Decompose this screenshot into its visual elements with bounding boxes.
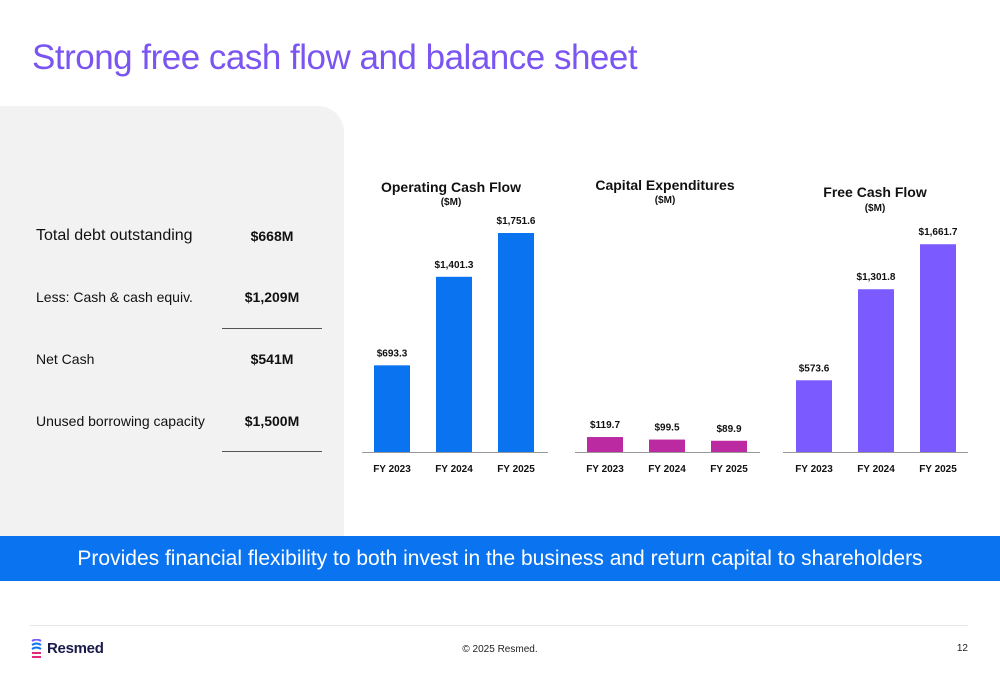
metric-label-unused-borrowing: Unused borrowing capacity [36, 413, 205, 429]
footer-divider [30, 625, 968, 626]
metric-value-total-debt: $668M [250, 228, 294, 244]
tick-label-capex-0: FY 2023 [586, 464, 624, 475]
data-label-fcf-1: $1,301.8 [857, 272, 896, 283]
chart-title-capital-expenditures: Capital Expenditures [595, 177, 735, 193]
data-label-fcf-2: $1,661.7 [919, 227, 958, 238]
bar-fcf-0 [796, 380, 832, 452]
metric-value-cash: $1,209M [244, 289, 300, 305]
data-label-ocf-1: $1,401.3 [435, 260, 474, 271]
page-number: 12 [956, 643, 968, 654]
tick-label-ocf-1: FY 2024 [435, 464, 473, 475]
data-label-ocf-0: $693.3 [377, 348, 408, 359]
chart-title-operating-cash-flow: Operating Cash Flow [380, 179, 521, 195]
data-label-capex-0: $119.7 [590, 420, 620, 431]
chart-title-free-cash-flow: Free Cash Flow [823, 184, 927, 200]
bar-fcf-2 [920, 244, 956, 452]
metric-divider [222, 328, 322, 329]
copyright-text: © 2025 Resmed. [462, 644, 538, 655]
brand-name: Resmed [47, 639, 104, 657]
bar-capex-1 [649, 439, 685, 452]
data-label-capex-2: $89.9 [716, 424, 741, 435]
bar-ocf-2 [498, 233, 534, 452]
tick-label-fcf-0: FY 2023 [795, 464, 833, 475]
tick-label-fcf-1: FY 2024 [857, 464, 895, 475]
metric-label-cash: Less: Cash & cash equiv. [36, 289, 193, 305]
chart-unit-capital-expenditures: ($M) [654, 195, 676, 206]
data-label-ocf-2: $1,751.6 [497, 216, 536, 227]
balance-sheet-panel: Total debt outstanding $668M Less: Cash … [0, 106, 344, 536]
bar-capex-2 [711, 440, 747, 452]
chart-unit-operating-cash-flow: ($M) [440, 197, 462, 208]
bar-capex-0 [587, 437, 623, 452]
tick-label-capex-2: FY 2025 [710, 464, 748, 475]
tick-label-fcf-2: FY 2025 [919, 464, 957, 475]
resmed-logo: Resmed [31, 637, 104, 659]
data-label-capex-1: $99.5 [654, 423, 679, 434]
metric-divider-bottom [222, 451, 322, 452]
page-title: Strong free cash flow and balance sheet [32, 38, 638, 77]
tick-label-ocf-0: FY 2023 [373, 464, 411, 475]
balance-sheet-metrics: Total debt outstanding $668M Less: Cash … [0, 106, 344, 536]
summary-banner: Provides financial flexibility to both i… [0, 536, 1000, 581]
bar-ocf-0 [374, 365, 410, 452]
tick-label-capex-1: FY 2024 [648, 464, 686, 475]
metric-label-net-cash: Net Cash [36, 351, 95, 367]
metric-label-total-debt: Total debt outstanding [36, 227, 193, 244]
tick-label-ocf-2: FY 2025 [497, 464, 535, 475]
bar-fcf-1 [858, 289, 894, 452]
chart-unit-free-cash-flow: ($M) [864, 203, 886, 214]
data-label-fcf-0: $573.6 [799, 363, 830, 374]
bar-ocf-1 [436, 276, 472, 452]
metric-value-unused-borrowing: $1,500M [244, 413, 300, 429]
resmed-logo-icon [31, 638, 42, 658]
metric-value-net-cash: $541M [250, 351, 294, 367]
